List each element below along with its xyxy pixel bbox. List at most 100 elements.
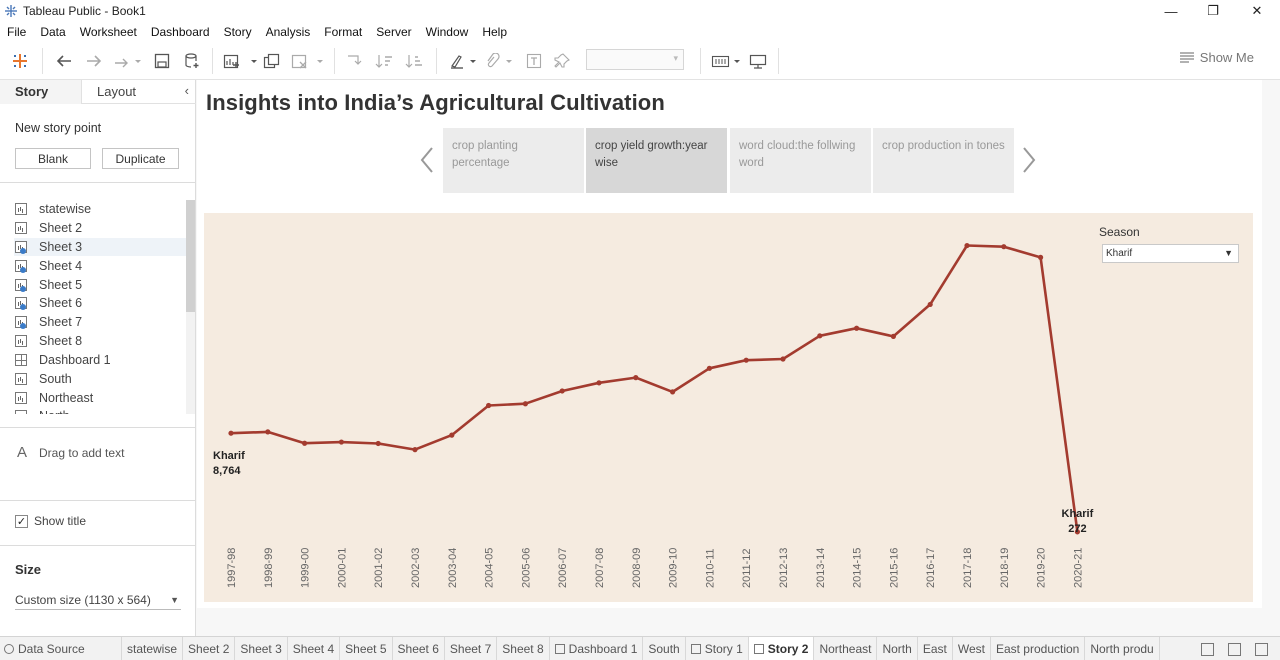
story-point-1[interactable]: crop planting percentage: [443, 128, 584, 193]
sheet-tab[interactable]: North: [877, 637, 918, 660]
sheet-list-item[interactable]: South: [15, 370, 72, 388]
new-datasource-icon[interactable]: [182, 51, 202, 71]
story-point-2[interactable]: crop yield growth:year wise: [586, 128, 727, 193]
menu-worksheet[interactable]: Worksheet: [79, 25, 137, 39]
size-dropdown[interactable]: Custom size (1130 x 564) ▼: [15, 590, 181, 610]
sheet-list-item[interactable]: Sheet 7: [15, 313, 82, 331]
new-dashboard-icon[interactable]: [1228, 642, 1241, 656]
data-point[interactable]: [486, 402, 492, 409]
data-point[interactable]: [890, 333, 897, 339]
data-point[interactable]: [706, 365, 712, 371]
data-point[interactable]: [1074, 529, 1080, 535]
clear-sheet-icon[interactable]: [290, 51, 326, 71]
attach-icon[interactable]: [484, 51, 514, 71]
sheet-tab[interactable]: Data Source: [0, 637, 122, 660]
data-point[interactable]: [743, 357, 749, 363]
data-point[interactable]: [265, 429, 271, 435]
data-point[interactable]: [964, 242, 970, 249]
tab-layout[interactable]: Layout: [97, 84, 137, 99]
data-point[interactable]: [375, 440, 381, 447]
sheet-tab[interactable]: Northeast: [814, 637, 878, 660]
data-point[interactable]: [927, 301, 933, 308]
sheet-tab[interactable]: Story 2: [748, 637, 815, 660]
data-point[interactable]: [670, 389, 676, 395]
sort-descending-icon[interactable]: [404, 51, 424, 71]
data-point[interactable]: [854, 325, 860, 331]
menu-format[interactable]: Format: [324, 25, 363, 39]
scrollbar-thumb[interactable]: [186, 200, 195, 312]
close-button[interactable]: ✕: [1251, 3, 1263, 18]
data-point[interactable]: [1001, 244, 1007, 250]
show-title-checkbox[interactable]: ✓: [15, 514, 28, 528]
story-point-4[interactable]: crop production in tones: [873, 128, 1014, 193]
data-point[interactable]: [302, 440, 308, 446]
sheet-list-item[interactable]: Sheet 5: [15, 276, 82, 294]
fit-dropdown[interactable]: [586, 49, 684, 70]
sheet-tab[interactable]: Story 1: [686, 637, 749, 660]
data-point[interactable]: [522, 401, 528, 407]
next-story-point-icon[interactable]: [1020, 142, 1038, 184]
sheet-tab[interactable]: West: [953, 637, 991, 660]
redo-icon[interactable]: [84, 51, 104, 71]
duplicate-sheet-icon[interactable]: [262, 51, 282, 71]
menu-window[interactable]: Window: [425, 25, 469, 39]
sheet-list-item[interactable]: Sheet 3: [14, 237, 186, 256]
tableau-home-icon[interactable]: [10, 51, 30, 71]
show-me-button[interactable]: Show Me: [1179, 50, 1254, 65]
sheet-list-item[interactable]: North: [15, 407, 70, 414]
sheet-tab[interactable]: North produ: [1085, 637, 1160, 660]
data-point[interactable]: [559, 388, 565, 394]
sheet-tab[interactable]: Sheet 7: [445, 637, 498, 660]
sheet-list-item[interactable]: Sheet 2: [15, 219, 82, 237]
menu-dashboard[interactable]: Dashboard: [150, 25, 210, 39]
sheet-tab[interactable]: Sheet 4: [288, 637, 341, 660]
sheet-list-item[interactable]: Sheet 8: [15, 332, 82, 350]
new-worksheet-icon[interactable]: [222, 51, 258, 71]
sheet-tab[interactable]: Sheet 2: [183, 637, 236, 660]
save-icon[interactable]: [152, 51, 172, 71]
sheet-tab[interactable]: East production: [991, 637, 1086, 660]
text-label-icon[interactable]: [524, 51, 544, 71]
tab-story[interactable]: Story: [15, 84, 49, 99]
sheet-tab[interactable]: statewise: [122, 637, 184, 660]
sheet-list-item[interactable]: Sheet 6: [15, 294, 82, 312]
sheet-list-item[interactable]: Northeast: [15, 389, 93, 407]
season-filter-dropdown[interactable]: Kharif ▼: [1102, 244, 1239, 263]
sheet-tab[interactable]: Sheet 8: [497, 637, 550, 660]
data-point[interactable]: [817, 333, 823, 339]
sheet-tab[interactable]: South: [643, 637, 686, 660]
data-point[interactable]: [228, 430, 234, 436]
story-point-3[interactable]: word cloud:the follwing word: [730, 128, 871, 193]
data-point[interactable]: [412, 447, 418, 453]
data-point[interactable]: [596, 380, 602, 386]
sheet-tab[interactable]: Sheet 3: [235, 637, 288, 660]
undo-icon[interactable]: [54, 51, 74, 71]
data-point[interactable]: [633, 375, 639, 381]
collapse-panel-icon[interactable]: ‹: [184, 83, 189, 98]
sheet-list-item[interactable]: Sheet 4: [15, 257, 82, 275]
presentation-mode-icon[interactable]: [748, 51, 768, 71]
sheet-tab[interactable]: East: [918, 637, 953, 660]
menu-analysis[interactable]: Analysis: [265, 25, 311, 39]
sort-ascending-icon[interactable]: [374, 51, 394, 71]
minimize-button[interactable]: —: [1164, 3, 1178, 19]
duplicate-button[interactable]: Duplicate: [102, 148, 179, 169]
sheet-tab[interactable]: Sheet 5: [340, 637, 393, 660]
sheet-tab[interactable]: Dashboard 1: [550, 637, 644, 660]
show-title-option[interactable]: ✓ Show title: [15, 514, 86, 528]
drag-to-add-text[interactable]: A Drag to add text: [17, 444, 124, 461]
sheet-list-item[interactable]: statewise: [15, 200, 91, 218]
previous-story-point-icon[interactable]: [418, 142, 436, 184]
swap-icon[interactable]: [344, 51, 364, 71]
highlight-icon[interactable]: [448, 51, 478, 71]
maximize-button[interactable]: ❐: [1207, 3, 1219, 18]
sheet-list-scrollbar[interactable]: [186, 200, 195, 414]
replay-icon[interactable]: [112, 51, 142, 71]
menu-file[interactable]: File: [7, 25, 27, 39]
data-point[interactable]: [780, 356, 786, 362]
menu-story[interactable]: Story: [223, 25, 252, 39]
data-point[interactable]: [449, 432, 455, 438]
new-worksheet-icon[interactable]: [1201, 642, 1214, 656]
fit-icon[interactable]: [710, 51, 742, 71]
series-line[interactable]: [230, 244, 1079, 532]
